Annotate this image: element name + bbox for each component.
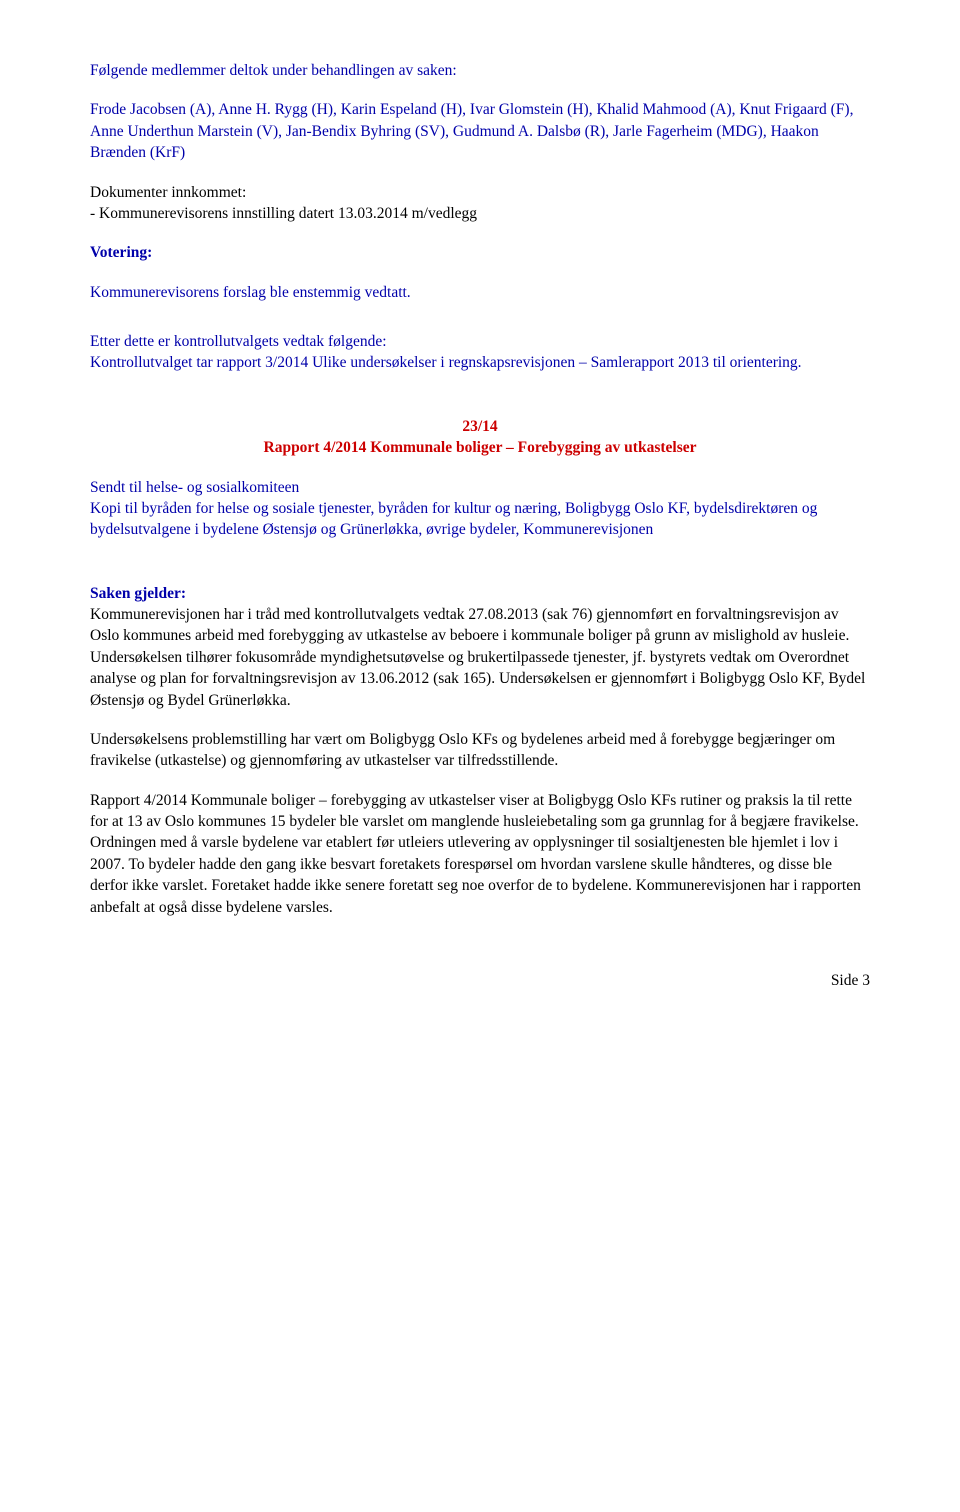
kopi-til: Kopi til byråden for helse og sosiale tj… <box>90 498 870 541</box>
dokumenter-title: Dokumenter innkommet: <box>90 182 870 203</box>
intro-line: Følgende medlemmer deltok under behandli… <box>90 60 870 81</box>
members-list: Frode Jacobsen (A), Anne H. Rygg (H), Ka… <box>90 99 870 163</box>
saken-heading: Saken gjelder: <box>90 583 870 604</box>
sendt-til: Sendt til helse- og sosialkomiteen <box>90 477 870 498</box>
votering-heading: Votering: <box>90 242 870 263</box>
vedtak-line1: Etter dette er kontrollutvalgets vedtak … <box>90 331 870 352</box>
votering-text: Kommunerevisorens forslag ble enstemmig … <box>90 282 870 303</box>
saken-p2: Undersøkelsens problemstilling har vært … <box>90 729 870 772</box>
dokumenter-item: - Kommunerevisorens innstilling datert 1… <box>90 203 870 224</box>
saken-p1: Kommunerevisjonen har i tråd med kontrol… <box>90 604 870 711</box>
vedtak-line2: Kontrollutvalget tar rapport 3/2014 Ulik… <box>90 352 870 373</box>
saken-p3: Rapport 4/2014 Kommunale boliger – foreb… <box>90 790 870 918</box>
section-number: 23/14 <box>90 416 870 437</box>
page-number: Side 3 <box>90 970 870 991</box>
section-title: Rapport 4/2014 Kommunale boliger – Foreb… <box>90 437 870 458</box>
